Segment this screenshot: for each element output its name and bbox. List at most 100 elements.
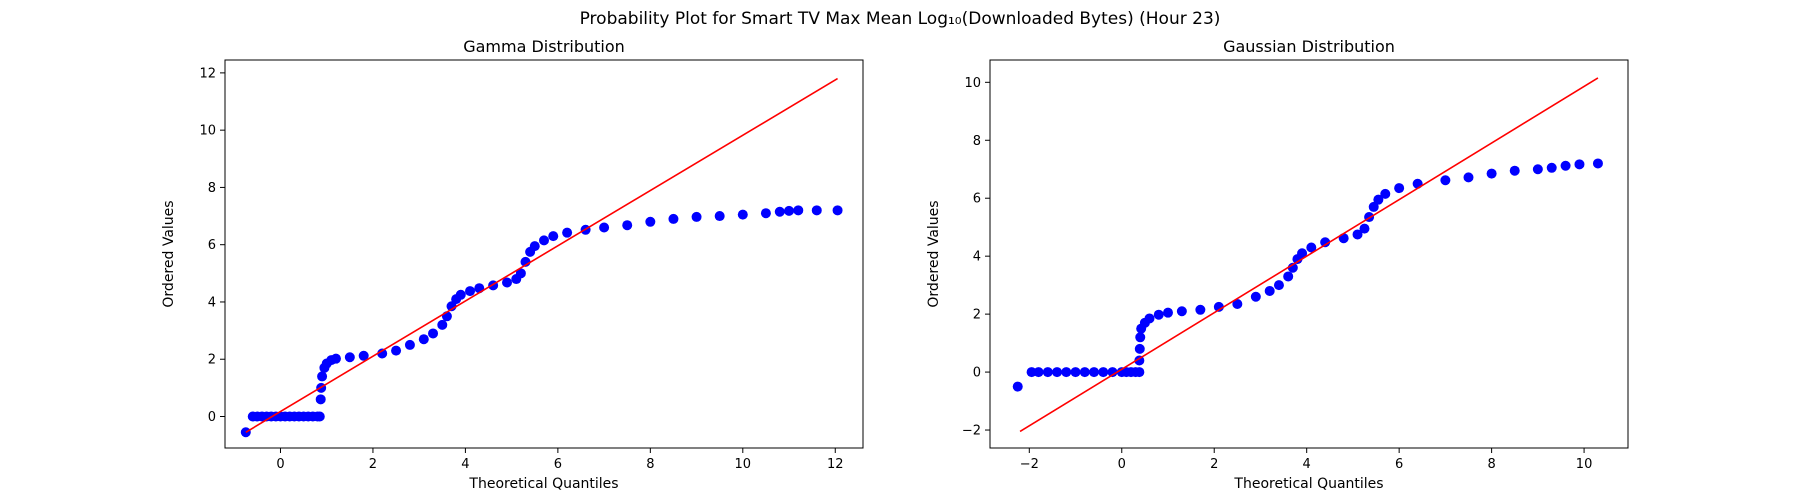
x-axis-label: Theoretical Quantiles [468, 476, 618, 492]
data-point [437, 319, 448, 330]
data-point [1195, 304, 1206, 315]
axes-frame [989, 59, 1629, 449]
data-point [562, 227, 573, 238]
y-tick-label: 10 [964, 76, 981, 91]
y-axis-label: Ordered Values [926, 200, 942, 307]
x-tick-label: 12 [827, 457, 844, 472]
data-point [1107, 367, 1118, 378]
data-point [529, 241, 540, 252]
data-point [1338, 233, 1349, 244]
data-point [1134, 343, 1145, 354]
x-tick-label: 8 [1487, 457, 1495, 472]
data-point [1070, 367, 1081, 378]
data-point [1089, 367, 1100, 378]
data-point [377, 348, 388, 359]
y-tick-label: 12 [199, 66, 216, 81]
x-tick-label: 2 [369, 457, 377, 472]
data-point [1061, 367, 1072, 378]
data-point [1368, 201, 1379, 212]
x-tick-label: 4 [1303, 457, 1311, 472]
data-point [1153, 309, 1164, 320]
data-point [714, 211, 725, 222]
data-point [1232, 298, 1243, 309]
data-point [691, 211, 702, 222]
data-point [1250, 291, 1261, 302]
data-point [1380, 188, 1391, 199]
y-tick-label: 6 [208, 238, 216, 253]
data-point [1574, 159, 1585, 170]
data-point [1134, 367, 1145, 378]
subplots: Gamma Distribution Theoretical Quantiles O… [161, 37, 1629, 492]
subplot-title: Gaussian Distribution [1223, 37, 1395, 56]
data-point [548, 231, 559, 242]
data-point [314, 411, 325, 422]
data-point [1283, 271, 1294, 282]
data-point [1373, 194, 1384, 205]
figure-title: Probability Plot for Smart TV Max Mean L… [580, 9, 1221, 29]
data-point [1359, 223, 1370, 234]
data-point [317, 371, 328, 382]
data-point [622, 220, 633, 231]
data-point [1592, 158, 1603, 169]
y-tick-label: 8 [208, 181, 216, 196]
data-point [774, 206, 785, 217]
x-tick-label: 0 [276, 457, 284, 472]
data-point [1264, 285, 1275, 296]
data-point [1026, 367, 1037, 378]
data-point [811, 205, 822, 216]
data-point [1352, 229, 1363, 240]
fit-line [245, 77, 838, 433]
data-point [1463, 172, 1474, 183]
data-point [668, 213, 679, 224]
subplot-title: Gamma Distribution [463, 37, 625, 56]
data-point [1042, 367, 1053, 378]
data-point [344, 352, 355, 363]
data-point [391, 345, 402, 356]
data-point [645, 216, 656, 227]
y-tick-label: 4 [973, 250, 981, 265]
subplot-1: Gamma Distribution Theoretical Quantiles O… [161, 37, 864, 492]
data-point [315, 394, 326, 405]
data-point [515, 268, 526, 279]
data-point [358, 350, 369, 361]
x-tick-label: 6 [1395, 457, 1403, 472]
data-point [1412, 178, 1423, 189]
data-point [1297, 248, 1308, 259]
y-tick-label: 10 [199, 124, 216, 139]
x-tick-label: 8 [646, 457, 654, 472]
y-tick-label: 0 [208, 410, 216, 425]
data-point [1033, 367, 1044, 378]
x-tick-label: 4 [461, 457, 469, 472]
data-point [793, 205, 804, 216]
y-tick-label: 6 [973, 192, 981, 207]
x-tick-label: 10 [1576, 457, 1593, 472]
x-tick-label: 2 [1210, 457, 1218, 472]
data-point [599, 222, 610, 233]
x-tick-label: −2 [1020, 457, 1039, 472]
data-point [240, 427, 251, 438]
data-point [1440, 175, 1451, 186]
x-axis-label: Theoretical Quantiles [1233, 476, 1383, 492]
data-point [1162, 307, 1173, 318]
data-points [240, 205, 843, 438]
x-tick-label: 0 [1118, 457, 1126, 472]
data-point [465, 286, 476, 297]
y-tick-label: 0 [973, 366, 981, 381]
data-point [330, 353, 341, 364]
data-point [1079, 367, 1090, 378]
data-point [428, 328, 439, 339]
data-point [1560, 160, 1571, 171]
data-point [455, 289, 466, 300]
x-tick-label: 6 [554, 457, 562, 472]
data-point [1176, 306, 1187, 317]
data-point [1098, 367, 1109, 378]
data-point [1486, 168, 1497, 179]
data-point [1320, 237, 1331, 248]
y-tick-label: 2 [973, 308, 981, 323]
x-tick-label: 10 [735, 457, 752, 472]
axes-frame [224, 59, 864, 449]
data-point [1532, 164, 1543, 175]
data-point [784, 205, 795, 216]
data-point [1052, 367, 1063, 378]
